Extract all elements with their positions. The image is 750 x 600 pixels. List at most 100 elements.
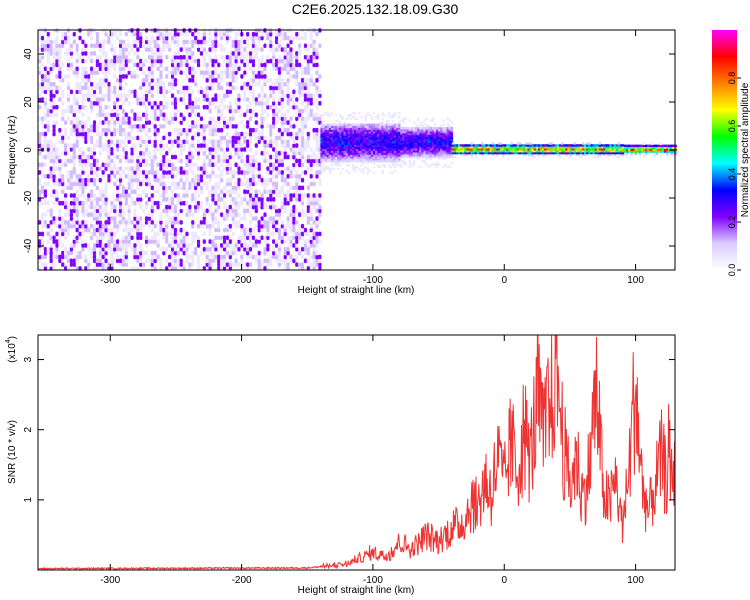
heatmap-cell [64, 143, 68, 148]
heatmap-cell [147, 239, 152, 244]
heatmap-cell [49, 174, 53, 179]
heatmap-cell [263, 150, 267, 156]
heatmap-cell [98, 131, 102, 137]
heatmap-cell [75, 97, 79, 102]
heatmap-cell [66, 212, 71, 217]
heatmap-cell [375, 115, 378, 119]
heatmap-cell [246, 51, 250, 56]
heatmap-cell [127, 204, 131, 210]
heatmap-cell [170, 166, 175, 171]
heatmap-cell [170, 239, 175, 244]
heatmap-cell [240, 200, 244, 206]
heatmap-cell [55, 166, 59, 171]
heatmap-cell [113, 258, 117, 264]
heatmap-cell [95, 58, 99, 64]
heatmap-cell [107, 243, 111, 248]
heatmap-cell [246, 262, 250, 267]
heatmap-cell [124, 158, 128, 164]
heatmap-cell [116, 243, 120, 248]
heatmap-cell [286, 166, 290, 171]
heatmap-cell [228, 70, 232, 75]
heatmap-cell [118, 97, 123, 102]
heatmap-cell [43, 181, 47, 187]
heatmap-cell [75, 43, 79, 49]
heatmap-cell [196, 112, 201, 118]
heatmap-cell [130, 197, 134, 202]
heatmap-cell [69, 108, 73, 114]
heatmap-cell [159, 246, 163, 252]
heatmap-cell [104, 147, 108, 152]
heatmap-cell [194, 250, 198, 256]
heatmap-cell [46, 223, 50, 229]
heatmap-cell [118, 139, 123, 145]
heatmap-cell [234, 101, 238, 106]
heatmap-cell [165, 235, 169, 241]
heatmap-cell [208, 212, 212, 217]
heatmap-cell [225, 204, 230, 210]
heatmap-cell [124, 74, 128, 79]
heatmap-cell [318, 239, 322, 244]
heatmap-cell [147, 39, 152, 45]
heatmap-cell [240, 170, 244, 175]
heatmap-cell [95, 124, 99, 129]
heatmap-cell [217, 108, 221, 114]
heatmap-cell [228, 239, 232, 244]
heatmap-cell [196, 223, 201, 229]
heatmap-cell [121, 243, 125, 248]
heatmap-cell [188, 101, 192, 106]
heatmap-cell [98, 81, 102, 87]
heatmap-cell [87, 158, 91, 164]
heatmap-cell [139, 254, 143, 260]
heatmap-cell [292, 62, 296, 68]
heatmap-cell [95, 174, 99, 179]
heatmap-cell [124, 243, 128, 248]
heatmap-cell [231, 208, 235, 214]
heatmap-cell [55, 74, 59, 79]
heatmap-cell [98, 108, 102, 114]
heatmap-cell [173, 227, 178, 233]
heatmap-cell [228, 227, 232, 233]
heatmap-cell [322, 163, 325, 167]
heatmap-cell [78, 177, 82, 183]
heatmap-cell [144, 58, 149, 64]
heatmap-cell [182, 243, 186, 248]
heatmap-cell [370, 123, 374, 126]
heatmap-cell [101, 231, 105, 237]
heatmap-cell [419, 165, 422, 168]
heatmap-cell [61, 231, 65, 237]
heatmap-cell [217, 254, 221, 260]
heatmap-cell [188, 208, 192, 214]
heatmap-cell [139, 66, 143, 72]
heatmap-cell [214, 181, 218, 187]
heatmap-cell [306, 216, 310, 221]
heatmap-cell [179, 47, 183, 52]
heatmap-cell [263, 204, 267, 210]
heatmap-cell [202, 220, 206, 225]
heatmap-cell [165, 74, 169, 79]
heatmap-cell [274, 204, 279, 210]
heatmap-cell [202, 158, 206, 164]
heatmap-cell [110, 216, 114, 221]
heatmap-cell [144, 112, 149, 118]
heatmap-cell [188, 70, 192, 75]
heatmap-cell [194, 204, 198, 210]
heatmap-cell [107, 39, 111, 45]
heatmap-cell [179, 227, 183, 233]
heatmap-cell [315, 193, 319, 198]
heatmap-cell [211, 81, 215, 87]
heatmap-cell [69, 143, 73, 148]
heatmap-cell [330, 112, 334, 115]
heatmap-cell [188, 143, 192, 148]
heatmap-cell [173, 220, 178, 225]
heatmap-cell [116, 212, 120, 217]
heatmap-cell [179, 131, 183, 137]
heatmap-cell [130, 158, 134, 164]
heatmap-cell [136, 39, 140, 45]
heatmap-cell [370, 115, 374, 119]
heatmap-cell [318, 74, 322, 79]
heatmap-cell [43, 43, 47, 49]
heatmap-cell [225, 81, 230, 87]
heatmap-cell [49, 143, 53, 148]
heatmap-cell [101, 66, 105, 72]
heatmap-cell [101, 93, 105, 98]
